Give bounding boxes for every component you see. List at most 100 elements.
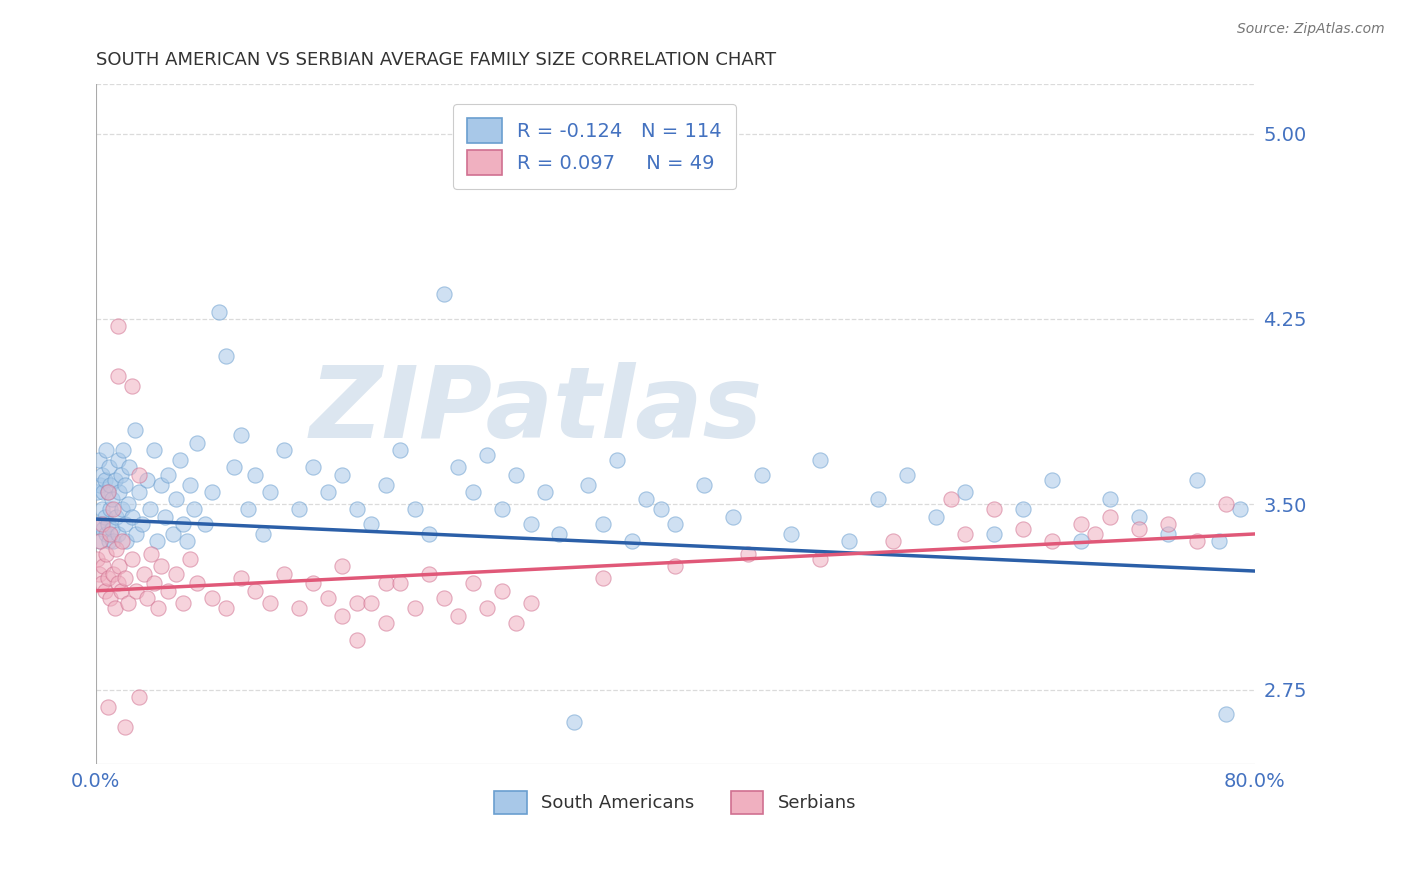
Point xyxy=(925,509,948,524)
Point xyxy=(121,551,143,566)
Point xyxy=(1012,522,1035,536)
Point xyxy=(96,485,118,500)
Point xyxy=(215,349,238,363)
Point xyxy=(1157,527,1180,541)
Point xyxy=(157,467,180,482)
Point xyxy=(128,485,150,500)
Point xyxy=(302,576,325,591)
Point xyxy=(447,608,470,623)
Point xyxy=(100,527,122,541)
Text: SOUTH AMERICAN VS SERBIAN AVERAGE FAMILY SIZE CORRELATION CHART: SOUTH AMERICAN VS SERBIAN AVERAGE FAMILY… xyxy=(96,51,776,69)
Point xyxy=(1040,473,1063,487)
Point xyxy=(96,517,118,532)
Point xyxy=(316,591,339,606)
Point xyxy=(186,435,208,450)
Point xyxy=(548,527,571,541)
Point xyxy=(105,541,128,556)
Point xyxy=(172,596,194,610)
Point xyxy=(404,601,426,615)
Point xyxy=(273,442,295,457)
Point xyxy=(186,576,208,591)
Point xyxy=(1185,473,1208,487)
Point xyxy=(236,502,259,516)
Point xyxy=(169,452,191,467)
Point xyxy=(111,534,134,549)
Point xyxy=(90,517,112,532)
Point xyxy=(1070,534,1092,549)
Point xyxy=(94,547,117,561)
Point xyxy=(868,492,890,507)
Point xyxy=(245,583,267,598)
Point xyxy=(808,452,831,467)
Point xyxy=(125,583,148,598)
Point xyxy=(316,485,339,500)
Point xyxy=(461,576,484,591)
Point xyxy=(983,502,1005,516)
Point xyxy=(100,477,122,491)
Point xyxy=(114,571,136,585)
Point xyxy=(165,566,187,581)
Point xyxy=(737,547,759,561)
Point xyxy=(1012,502,1035,516)
Point xyxy=(1215,497,1237,511)
Point xyxy=(110,467,132,482)
Point xyxy=(693,477,716,491)
Point xyxy=(751,467,773,482)
Point xyxy=(94,527,117,541)
Point xyxy=(108,559,131,574)
Point xyxy=(252,527,274,541)
Point xyxy=(118,460,141,475)
Point xyxy=(110,583,132,598)
Point xyxy=(183,502,205,516)
Point xyxy=(201,485,224,500)
Point xyxy=(374,477,396,491)
Point xyxy=(86,551,108,566)
Point xyxy=(89,534,111,549)
Point xyxy=(475,448,498,462)
Point xyxy=(148,601,170,615)
Point xyxy=(330,467,353,482)
Point xyxy=(96,485,118,500)
Point xyxy=(215,601,238,615)
Point xyxy=(94,442,117,457)
Point xyxy=(145,534,167,549)
Point xyxy=(91,559,114,574)
Point xyxy=(330,559,353,574)
Point xyxy=(592,571,614,585)
Point xyxy=(125,527,148,541)
Point xyxy=(562,714,585,729)
Point xyxy=(432,591,454,606)
Point xyxy=(87,452,110,467)
Point xyxy=(142,442,165,457)
Point xyxy=(983,527,1005,541)
Point xyxy=(86,485,108,500)
Point xyxy=(138,502,160,516)
Point xyxy=(107,527,129,541)
Point xyxy=(259,596,281,610)
Point xyxy=(91,485,114,500)
Point xyxy=(114,517,136,532)
Point xyxy=(115,534,138,549)
Point xyxy=(179,551,201,566)
Point xyxy=(664,559,686,574)
Point xyxy=(117,497,139,511)
Point xyxy=(97,534,120,549)
Point xyxy=(287,601,309,615)
Point xyxy=(162,527,184,541)
Point xyxy=(107,576,129,591)
Point xyxy=(135,473,157,487)
Point xyxy=(1128,522,1150,536)
Point xyxy=(193,517,215,532)
Point xyxy=(1128,509,1150,524)
Point xyxy=(360,517,382,532)
Point xyxy=(519,517,541,532)
Point xyxy=(418,566,440,581)
Point xyxy=(93,583,115,598)
Point xyxy=(389,576,412,591)
Point xyxy=(1084,527,1107,541)
Point xyxy=(90,502,112,516)
Point xyxy=(1208,534,1230,549)
Point xyxy=(165,492,187,507)
Legend: South Americans, Serbians: South Americans, Serbians xyxy=(485,781,865,822)
Point xyxy=(389,442,412,457)
